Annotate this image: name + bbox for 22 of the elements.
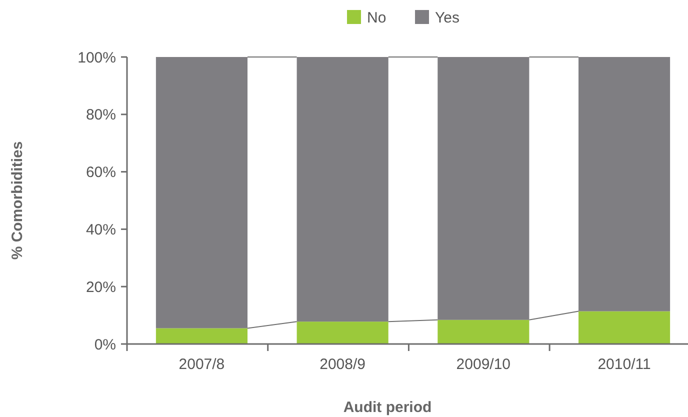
y-tick-label: 40%	[86, 221, 116, 238]
bar	[578, 311, 670, 344]
bar	[296, 322, 388, 344]
x-tick-label: 2009/10	[456, 356, 511, 373]
legend-label: No	[367, 9, 386, 26]
bar	[438, 320, 530, 344]
bar	[296, 57, 388, 322]
y-tick-label: 100%	[78, 49, 116, 66]
bar	[578, 57, 670, 312]
x-tick-label: 2007/8	[178, 356, 225, 373]
x-axis-title: Audit period	[343, 399, 432, 416]
y-tick-label: 0%	[94, 336, 116, 354]
legend-label: Yes	[435, 9, 460, 26]
y-axis-title: % Comorbidities	[9, 141, 26, 260]
y-tick-label: 80%	[86, 106, 116, 124]
x-tick-label: 2008/9	[320, 356, 366, 373]
y-tick-label: 20%	[86, 278, 116, 296]
x-tick-label: 2010/11	[598, 356, 651, 373]
bar	[156, 57, 248, 328]
bar	[156, 328, 248, 344]
bar	[438, 57, 530, 320]
y-tick-label: 60%	[86, 164, 116, 182]
